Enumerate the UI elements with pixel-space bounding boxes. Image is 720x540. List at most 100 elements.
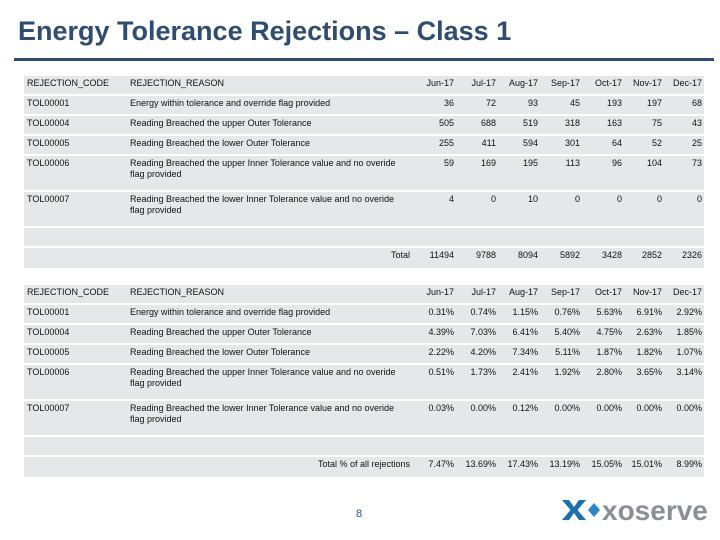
rejection-code-cell: TOL00005 xyxy=(24,136,128,154)
spacer-row xyxy=(24,437,704,455)
rejection-reason-cell: Reading Breached the upper Outer Toleran… xyxy=(128,325,412,343)
value-cell: 3.14% xyxy=(664,365,704,399)
month-header: Jun-17 xyxy=(412,285,456,303)
month-header: Sep-17 xyxy=(540,76,582,94)
rejection-code-cell: TOL00005 xyxy=(24,345,128,363)
total-label: Total % of all rejections xyxy=(24,457,412,477)
table-row: TOL00007 Reading Breached the lower Inner… xyxy=(24,401,704,435)
xoserve-logo: xoserve xyxy=(560,490,710,530)
rejection-counts-table: REJECTION_CODE REJECTION_REASON Jun-17 Jul-… xyxy=(24,74,704,270)
value-cell: 0.00% xyxy=(664,401,704,435)
value-cell: 193 xyxy=(582,96,624,114)
table-row: TOL00005 Reading Breached the lower Outer… xyxy=(24,136,704,154)
table-header-row: REJECTION_CODE REJECTION_REASON Jun-17 Jul-… xyxy=(24,285,704,303)
value-cell: 52 xyxy=(624,136,664,154)
month-header: Nov-17 xyxy=(624,76,664,94)
total-value-cell: 13.69% xyxy=(456,457,498,477)
value-cell: 0.12% xyxy=(498,401,540,435)
value-cell: 0.31% xyxy=(412,305,456,323)
value-cell: 45 xyxy=(540,96,582,114)
rejection-code-cell: TOL00004 xyxy=(24,116,128,134)
table-row: TOL00006 Reading Breached the upper Inner… xyxy=(24,156,704,190)
month-header: Jun-17 xyxy=(412,76,456,94)
value-cell: 96 xyxy=(582,156,624,190)
total-value-cell: 7.47% xyxy=(412,457,456,477)
value-cell: 75 xyxy=(624,116,664,134)
rejection-reason-cell: Reading Breached the lower Inner Toleran… xyxy=(128,192,412,226)
xoserve-logo-icon: xoserve xyxy=(562,495,708,526)
value-cell: 7.03% xyxy=(456,325,498,343)
value-cell: 5.63% xyxy=(582,305,624,323)
value-cell: 411 xyxy=(456,136,498,154)
month-header: Jul-17 xyxy=(456,285,498,303)
value-cell: 25 xyxy=(664,136,704,154)
total-value-cell: 2852 xyxy=(624,248,664,268)
value-cell: 4.75% xyxy=(582,325,624,343)
month-header: Aug-17 xyxy=(498,76,540,94)
total-value-cell: 11494 xyxy=(412,248,456,268)
rejection-code-cell: TOL00004 xyxy=(24,325,128,343)
table-header-row: REJECTION_CODE REJECTION_REASON Jun-17 Jul-… xyxy=(24,76,704,94)
value-cell: 4.20% xyxy=(456,345,498,363)
total-value-cell: 5892 xyxy=(540,248,582,268)
table-row: TOL00006 Reading Breached the upper Inner… xyxy=(24,365,704,399)
rejection-reason-cell: Reading Breached the upper Outer Toleran… xyxy=(128,116,412,134)
value-cell: 2.80% xyxy=(582,365,624,399)
spacer-row xyxy=(24,228,704,246)
table-row: TOL00001 Energy within tolerance and over… xyxy=(24,305,704,323)
value-cell: 2.63% xyxy=(624,325,664,343)
value-cell: 0.00% xyxy=(540,401,582,435)
value-cell: 10 xyxy=(498,192,540,226)
value-cell: 113 xyxy=(540,156,582,190)
rejection-code-cell: TOL00006 xyxy=(24,365,128,399)
total-value-cell: 15.05% xyxy=(582,457,624,477)
rejection-reason-cell: Energy within tolerance and override fla… xyxy=(128,96,412,114)
value-cell: 0 xyxy=(664,192,704,226)
value-cell: 43 xyxy=(664,116,704,134)
rejection-reason-cell: Reading Breached the lower Inner Toleran… xyxy=(128,401,412,435)
value-cell: 104 xyxy=(624,156,664,190)
rejection-reason-cell: Energy within tolerance and override fla… xyxy=(128,305,412,323)
total-value-cell: 17.43% xyxy=(498,457,540,477)
total-value-cell: 3428 xyxy=(582,248,624,268)
total-label: Total xyxy=(24,248,412,268)
value-cell: 1.92% xyxy=(540,365,582,399)
total-value-cell: 8094 xyxy=(498,248,540,268)
total-value-cell: 2326 xyxy=(664,248,704,268)
value-cell: 0 xyxy=(624,192,664,226)
month-header: Jul-17 xyxy=(456,76,498,94)
total-row: Total 11494 9788 8094 5892 3428 2852 2326 xyxy=(24,248,704,268)
header-rejection-reason: REJECTION_REASON xyxy=(128,285,412,303)
table-row: TOL00001 Energy within tolerance and over… xyxy=(24,96,704,114)
table-row: TOL00004 Reading Breached the upper Outer… xyxy=(24,325,704,343)
value-cell: 195 xyxy=(498,156,540,190)
value-cell: 169 xyxy=(456,156,498,190)
header-rejection-reason: REJECTION_REASON xyxy=(128,76,412,94)
month-header: Nov-17 xyxy=(624,285,664,303)
value-cell: 68 xyxy=(664,96,704,114)
value-cell: 0.51% xyxy=(412,365,456,399)
value-cell: 2.41% xyxy=(498,365,540,399)
value-cell: 1.15% xyxy=(498,305,540,323)
value-cell: 0 xyxy=(582,192,624,226)
month-header: Oct-17 xyxy=(582,285,624,303)
table-row: TOL00005 Reading Breached the lower Outer… xyxy=(24,345,704,363)
rejection-percent-table: REJECTION_CODE REJECTION_REASON Jun-17 Jul-… xyxy=(24,283,704,479)
value-cell: 519 xyxy=(498,116,540,134)
value-cell: 5.40% xyxy=(540,325,582,343)
value-cell: 7.34% xyxy=(498,345,540,363)
value-cell: 0.00% xyxy=(582,401,624,435)
value-cell: 301 xyxy=(540,136,582,154)
value-cell: 163 xyxy=(582,116,624,134)
month-header: Sep-17 xyxy=(540,285,582,303)
rejection-reason-cell: Reading Breached the lower Outer Toleran… xyxy=(128,345,412,363)
rejection-code-cell: TOL00001 xyxy=(24,305,128,323)
value-cell: 1.07% xyxy=(664,345,704,363)
value-cell: 255 xyxy=(412,136,456,154)
value-cell: 4 xyxy=(412,192,456,226)
rejection-reason-cell: Reading Breached the upper Inner Toleran… xyxy=(128,156,412,190)
value-cell: 6.91% xyxy=(624,305,664,323)
rejection-code-cell: TOL00007 xyxy=(24,192,128,226)
value-cell: 73 xyxy=(664,156,704,190)
value-cell: 2.92% xyxy=(664,305,704,323)
